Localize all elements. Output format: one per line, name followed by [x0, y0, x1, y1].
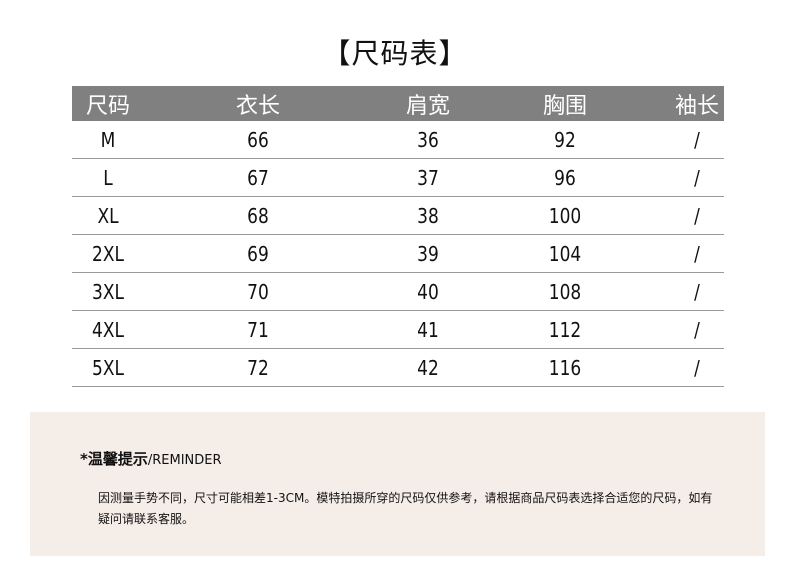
cell-shoulder: 39 — [417, 241, 439, 266]
cell-size: 5XL — [92, 355, 124, 380]
cell-shoulder: 41 — [417, 317, 439, 342]
cell-chest: 92 — [554, 127, 576, 152]
cell-shoulder: 36 — [417, 127, 439, 152]
cell-sleeve: / — [694, 241, 700, 266]
cell-size: L — [103, 165, 113, 190]
cell-size: 4XL — [92, 317, 124, 342]
header-length: 衣长 — [235, 93, 280, 119]
cell-sleeve: / — [694, 355, 700, 380]
table-row: L 67 37 96 / — [72, 159, 724, 197]
cell-chest: 104 — [548, 241, 582, 266]
cell-chest: 100 — [548, 203, 582, 228]
cell-shoulder: 40 — [417, 279, 439, 304]
cell-shoulder: 42 — [417, 355, 439, 380]
table-row: 2XL 69 39 104 / — [72, 235, 724, 273]
header-chest: 胸围 — [542, 93, 587, 119]
header-shoulder: 肩宽 — [405, 93, 450, 119]
reminder-title-cn: *温馨提示 — [80, 450, 148, 468]
header-size: 尺码 — [85, 93, 130, 119]
cell-length: 66 — [247, 127, 269, 152]
cell-length: 72 — [247, 355, 269, 380]
cell-size: 2XL — [92, 241, 124, 266]
page-title: 【尺码表】 — [322, 37, 468, 70]
cell-sleeve: / — [694, 279, 700, 304]
size-table: 尺码 衣长 肩宽 胸围 袖长 M 66 36 92/L 67 37 96/XL 68 38 100/2XL… — [72, 86, 724, 387]
cell-length: 70 — [247, 279, 269, 304]
cell-length: 71 — [247, 317, 269, 342]
cell-chest: 116 — [548, 355, 582, 380]
cell-size: M — [100, 127, 116, 152]
table-header: 尺码 衣长 肩宽 胸围 袖长 — [72, 86, 724, 121]
cell-length: 67 — [247, 165, 269, 190]
cell-shoulder: 37 — [417, 165, 439, 190]
cell-sleeve: / — [694, 203, 700, 228]
cell-length: 68 — [247, 203, 269, 228]
cell-size: 3XL — [92, 279, 124, 304]
table-row: 5XL 72 42 116 / — [72, 349, 724, 387]
reminder-text: 因测量手势不同，尺寸可能相差1-3CM。模特拍摄所穿的尺码仅供参考，请根据商品尺… — [98, 491, 713, 526]
table-row: XL 68 38 100 / — [72, 197, 724, 235]
cell-shoulder: 38 — [417, 203, 439, 228]
cell-chest: 112 — [548, 317, 582, 342]
reminder-title-en: /REMINDER — [147, 453, 222, 468]
cell-size: XL — [97, 203, 119, 228]
cell-sleeve: / — [694, 127, 700, 152]
table-row: 4XL 71 41 112 / — [72, 311, 724, 349]
reminder-title: *温馨提示/REMINDER — [80, 448, 222, 469]
cell-sleeve: / — [694, 165, 700, 190]
table-row: 3XL 70 40 108 / — [72, 273, 724, 311]
table-row: M 66 36 92 / — [72, 121, 724, 159]
cell-length: 69 — [247, 241, 269, 266]
cell-chest: 108 — [548, 279, 582, 304]
cell-sleeve: / — [694, 317, 700, 342]
cell-chest: 96 — [554, 165, 576, 190]
header-sleeve: 袖长 — [674, 93, 719, 119]
reminder-box: *温馨提示/REMINDER 因测量手势不同，尺寸可能相差1-3CM。模特拍摄所… — [30, 412, 765, 556]
